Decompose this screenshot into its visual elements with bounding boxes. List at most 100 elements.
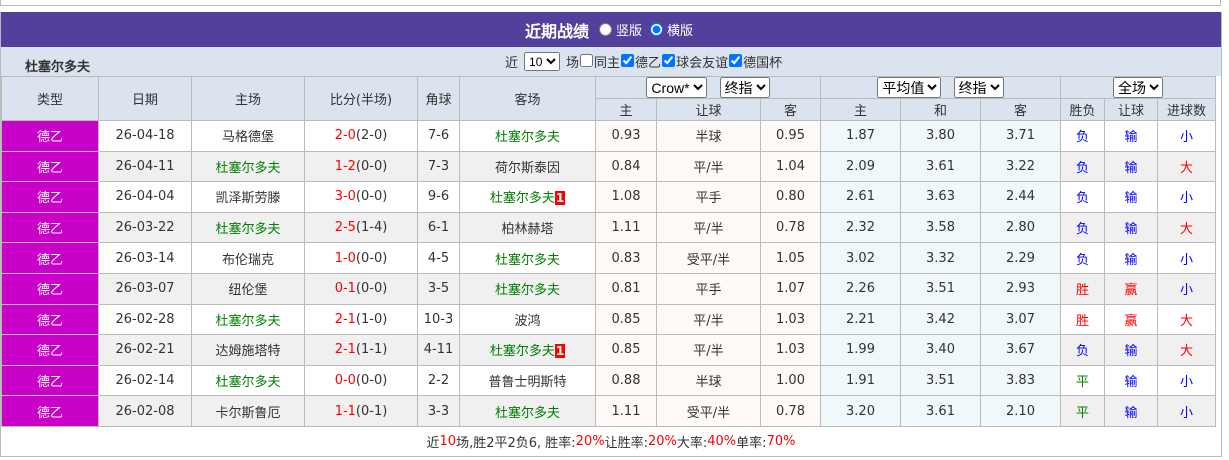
league-cell[interactable]: 德乙 — [1, 272, 99, 305]
away-team-cell[interactable]: 杜塞尔多夫 — [459, 395, 596, 427]
away-team-cell[interactable]: 柏林赫塔 — [459, 211, 596, 244]
league-cell[interactable]: 德乙 — [1, 120, 99, 152]
half-time-score: (1-4) — [355, 220, 388, 236]
league-cell[interactable]: 德乙 — [1, 303, 99, 336]
home-team-cell[interactable]: 达姆施塔特 — [191, 334, 305, 366]
eu-away-odds: 2.10 — [980, 395, 1061, 427]
filter-check-3[interactable]: 德国杯 — [728, 54, 782, 71]
score-cell[interactable]: 0-1(0-0) — [304, 272, 418, 305]
away-team-name: 杜塞尔多夫 — [494, 283, 560, 299]
full-time-score: 3-0 — [334, 189, 356, 205]
col-type: 类型 — [1, 76, 99, 121]
score-cell[interactable]: 2-5(1-4) — [304, 211, 418, 244]
summary-text: 场,胜2平2负6, 胜率: — [456, 435, 576, 451]
col-eu-away: 客 — [980, 98, 1061, 121]
home-team-cell[interactable]: 布伦瑞克 — [191, 242, 305, 274]
ah-home-odds: 1.11 — [595, 395, 657, 427]
league-cell[interactable]: 德乙 — [1, 181, 99, 213]
ah-home-odds: 0.85 — [595, 303, 657, 336]
eu-home-odds: 1.91 — [820, 364, 901, 397]
result-cell: 负 — [1060, 211, 1105, 244]
league-cell[interactable]: 德乙 — [1, 334, 99, 366]
full-time-score: 1-2 — [334, 158, 356, 174]
result-cell: 负 — [1060, 150, 1105, 183]
ah-home-odds: 1.11 — [595, 211, 657, 244]
league-cell[interactable]: 德乙 — [1, 211, 99, 244]
half-time-score: (0-0) — [355, 250, 388, 266]
ah-away-odds: 0.78 — [760, 395, 821, 427]
home-team-cell[interactable]: 杜塞尔多夫 — [191, 303, 305, 336]
league-cell[interactable]: 德乙 — [1, 150, 99, 183]
ah-kind-select[interactable]: 终指 — [719, 77, 770, 98]
score-cell[interactable]: 1-0(0-0) — [304, 242, 418, 274]
away-team-cell[interactable]: 杜塞尔多夫 — [459, 272, 596, 305]
filter-check-2[interactable]: 球会友谊 — [661, 54, 728, 71]
eu-kind-select[interactable]: 终指 — [953, 77, 1004, 98]
score-cell[interactable]: 2-1(1-0) — [304, 303, 418, 336]
away-team-cell[interactable]: 杜塞尔多夫 — [459, 242, 596, 274]
home-team-cell[interactable]: 卡尔斯鲁厄 — [191, 395, 305, 427]
filter-check-1[interactable]: 德乙 — [620, 54, 661, 71]
table-row: 德乙 26-03-22 杜塞尔多夫 2-5(1-4) 6-1 柏林赫塔 1.11… — [1, 211, 1217, 244]
table-row: 德乙 26-02-28 杜塞尔多夫 2-1(1-0) 10-3 波鸿 0.85 … — [1, 303, 1217, 336]
score-cell[interactable]: 2-1(1-1) — [304, 334, 418, 366]
ah-line: 受平/半 — [656, 242, 761, 274]
corner-cell: 3-5 — [417, 272, 460, 305]
away-team-cell[interactable]: 杜塞尔多夫1 — [459, 334, 596, 366]
away-team-cell[interactable]: 杜塞尔多夫 — [459, 120, 596, 152]
date-cell: 26-04-04 — [98, 181, 192, 213]
home-team-cell[interactable]: 杜塞尔多夫 — [191, 150, 305, 183]
table-row: 德乙 26-02-08 卡尔斯鲁厄 1-1(0-1) 3-3 杜塞尔多夫 1.1… — [1, 395, 1217, 427]
eu-company-select[interactable]: 平均值 — [877, 77, 942, 98]
half-time-score: (0-0) — [355, 158, 388, 174]
home-team-cell[interactable]: 杜塞尔多夫 — [191, 211, 305, 244]
eu-home-odds: 2.61 — [820, 181, 901, 213]
date-cell: 26-02-28 — [98, 303, 192, 336]
ah-away-odds: 0.80 — [760, 181, 821, 213]
home-team-cell[interactable]: 凯泽斯劳滕 — [191, 181, 305, 213]
view-horizontal-radio[interactable]: 横版 — [650, 20, 693, 39]
summary-text: 大率: — [676, 435, 708, 451]
eu-draw-odds: 3.80 — [900, 120, 981, 152]
eu-draw-odds: 3.51 — [900, 364, 981, 397]
red-card-badge: 1 — [554, 191, 566, 206]
top-frame — [0, 0, 1221, 6]
league-cell[interactable]: 德乙 — [1, 242, 99, 274]
score-cell[interactable]: 0-0(0-0) — [304, 364, 418, 397]
results-table: 类型 日期 主场 比分(半场) 角球 客场 Crow* 终指 平均值 终指 全场 — [1, 76, 1217, 427]
ah-line: 平手 — [656, 181, 761, 213]
ah-company-select[interactable]: Crow* — [646, 77, 708, 98]
scope-select[interactable]: 全场 — [1113, 77, 1164, 98]
goals-result-cell: 大 — [1156, 150, 1217, 183]
away-team-cell[interactable]: 荷尔斯泰因 — [459, 150, 596, 183]
league-cell[interactable]: 德乙 — [1, 364, 99, 397]
ah-result-cell: 输 — [1104, 181, 1158, 213]
league-cell[interactable]: 德乙 — [1, 395, 99, 427]
ah-home-odds: 0.81 — [595, 272, 657, 305]
home-team-cell[interactable]: 马格德堡 — [191, 120, 305, 152]
filter-bar: 杜塞尔多夫 近 10 场 同主 德乙 球会友谊 德国杯 — [1, 47, 1221, 76]
away-team-cell[interactable]: 杜塞尔多夫1 — [459, 181, 596, 213]
ah-away-odds: 1.00 — [760, 364, 821, 397]
view-vertical-radio[interactable]: 竖版 — [598, 20, 642, 39]
filter-check-0[interactable]: 同主 — [579, 54, 620, 71]
ah-home-odds: 0.85 — [595, 334, 657, 366]
eu-away-odds: 3.67 — [980, 334, 1061, 366]
home-team-cell[interactable]: 杜塞尔多夫 — [191, 364, 305, 397]
away-team-cell[interactable]: 波鸿 — [459, 303, 596, 336]
score-cell[interactable]: 1-1(0-1) — [304, 395, 418, 427]
match-count-select[interactable]: 10 — [524, 52, 561, 71]
score-cell[interactable]: 1-2(0-0) — [304, 150, 418, 183]
date-cell: 26-02-21 — [98, 334, 192, 366]
away-team-cell[interactable]: 普鲁士明斯特 — [459, 364, 596, 397]
eu-draw-odds: 3.61 — [900, 395, 981, 427]
result-cell: 负 — [1060, 120, 1105, 152]
home-team-cell[interactable]: 纽伦堡 — [191, 272, 305, 305]
score-cell[interactable]: 2-0(2-0) — [304, 120, 418, 152]
ah-result-cell: 输 — [1104, 120, 1158, 152]
eu-home-odds: 2.09 — [820, 150, 901, 183]
over-rate: 40% — [707, 433, 737, 449]
eu-draw-odds: 3.51 — [900, 272, 981, 305]
score-cell[interactable]: 3-0(0-0) — [304, 181, 418, 213]
count-suffix: 场 — [566, 56, 580, 71]
